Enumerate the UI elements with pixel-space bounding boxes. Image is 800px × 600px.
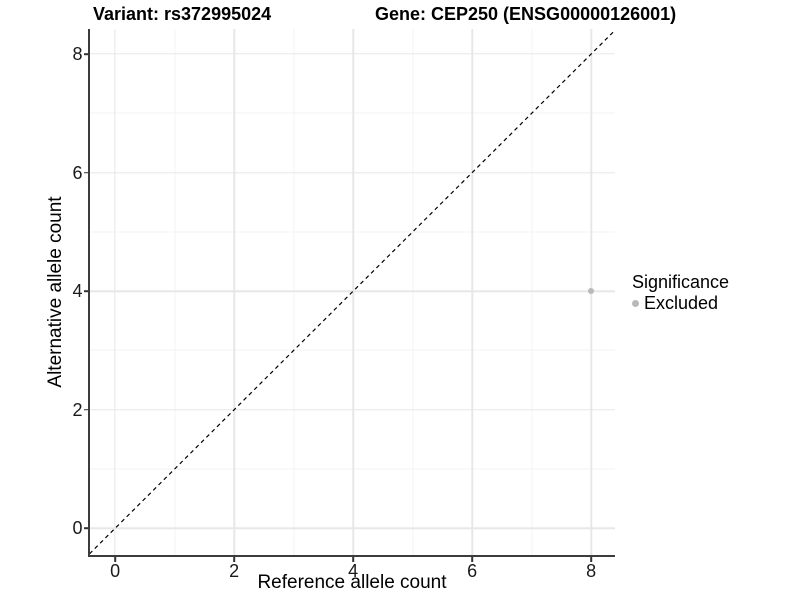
gridline-y-major <box>89 290 615 292</box>
y-tick-label: 8 <box>72 43 83 64</box>
plot-title-gene: Gene: CEP250 (ENSG00000126001) <box>375 4 677 24</box>
x-axis-tick <box>114 556 116 562</box>
x-tick-label: 8 <box>586 561 597 581</box>
x-axis-line <box>88 554 616 557</box>
y-axis-line <box>88 28 91 557</box>
x-tick-label: 0 <box>110 561 121 581</box>
legend-item-excluded: Excluded <box>632 294 729 313</box>
gridline-y-major <box>89 527 615 530</box>
x-axis-title: Reference allele count <box>257 572 447 593</box>
gridline-y-major <box>89 53 615 55</box>
y-axis-tick <box>84 171 89 174</box>
y-axis-tick <box>84 53 89 55</box>
data-point <box>588 288 595 295</box>
y-axis-tick <box>84 290 89 292</box>
y-tick-label: 4 <box>72 281 83 302</box>
y-axis-title: Alternative allele count <box>45 196 66 388</box>
plot-title-variant: Variant: rs372995024 <box>93 4 272 24</box>
x-axis-tick <box>352 556 354 562</box>
gridline-y-major <box>89 171 615 174</box>
x-tick-label: 4 <box>348 561 359 581</box>
legend: Significance Excluded <box>632 271 729 313</box>
y-tick-label: 2 <box>72 399 83 420</box>
x-axis-tick <box>233 556 235 562</box>
y-tick-label: 0 <box>72 518 83 539</box>
gridline-y-major <box>89 409 615 411</box>
legend-swatch-excluded-icon <box>632 300 639 307</box>
y-tick-label: 6 <box>72 162 83 183</box>
x-tick-label: 2 <box>229 561 240 581</box>
x-tick-label: 6 <box>467 561 478 581</box>
legend-item-label: Excluded <box>644 293 719 313</box>
x-axis-tick <box>590 556 592 562</box>
y-axis-tick <box>84 527 89 530</box>
x-axis-tick <box>471 556 473 562</box>
y-axis-tick <box>84 408 89 411</box>
legend-title: Significance <box>632 272 730 292</box>
